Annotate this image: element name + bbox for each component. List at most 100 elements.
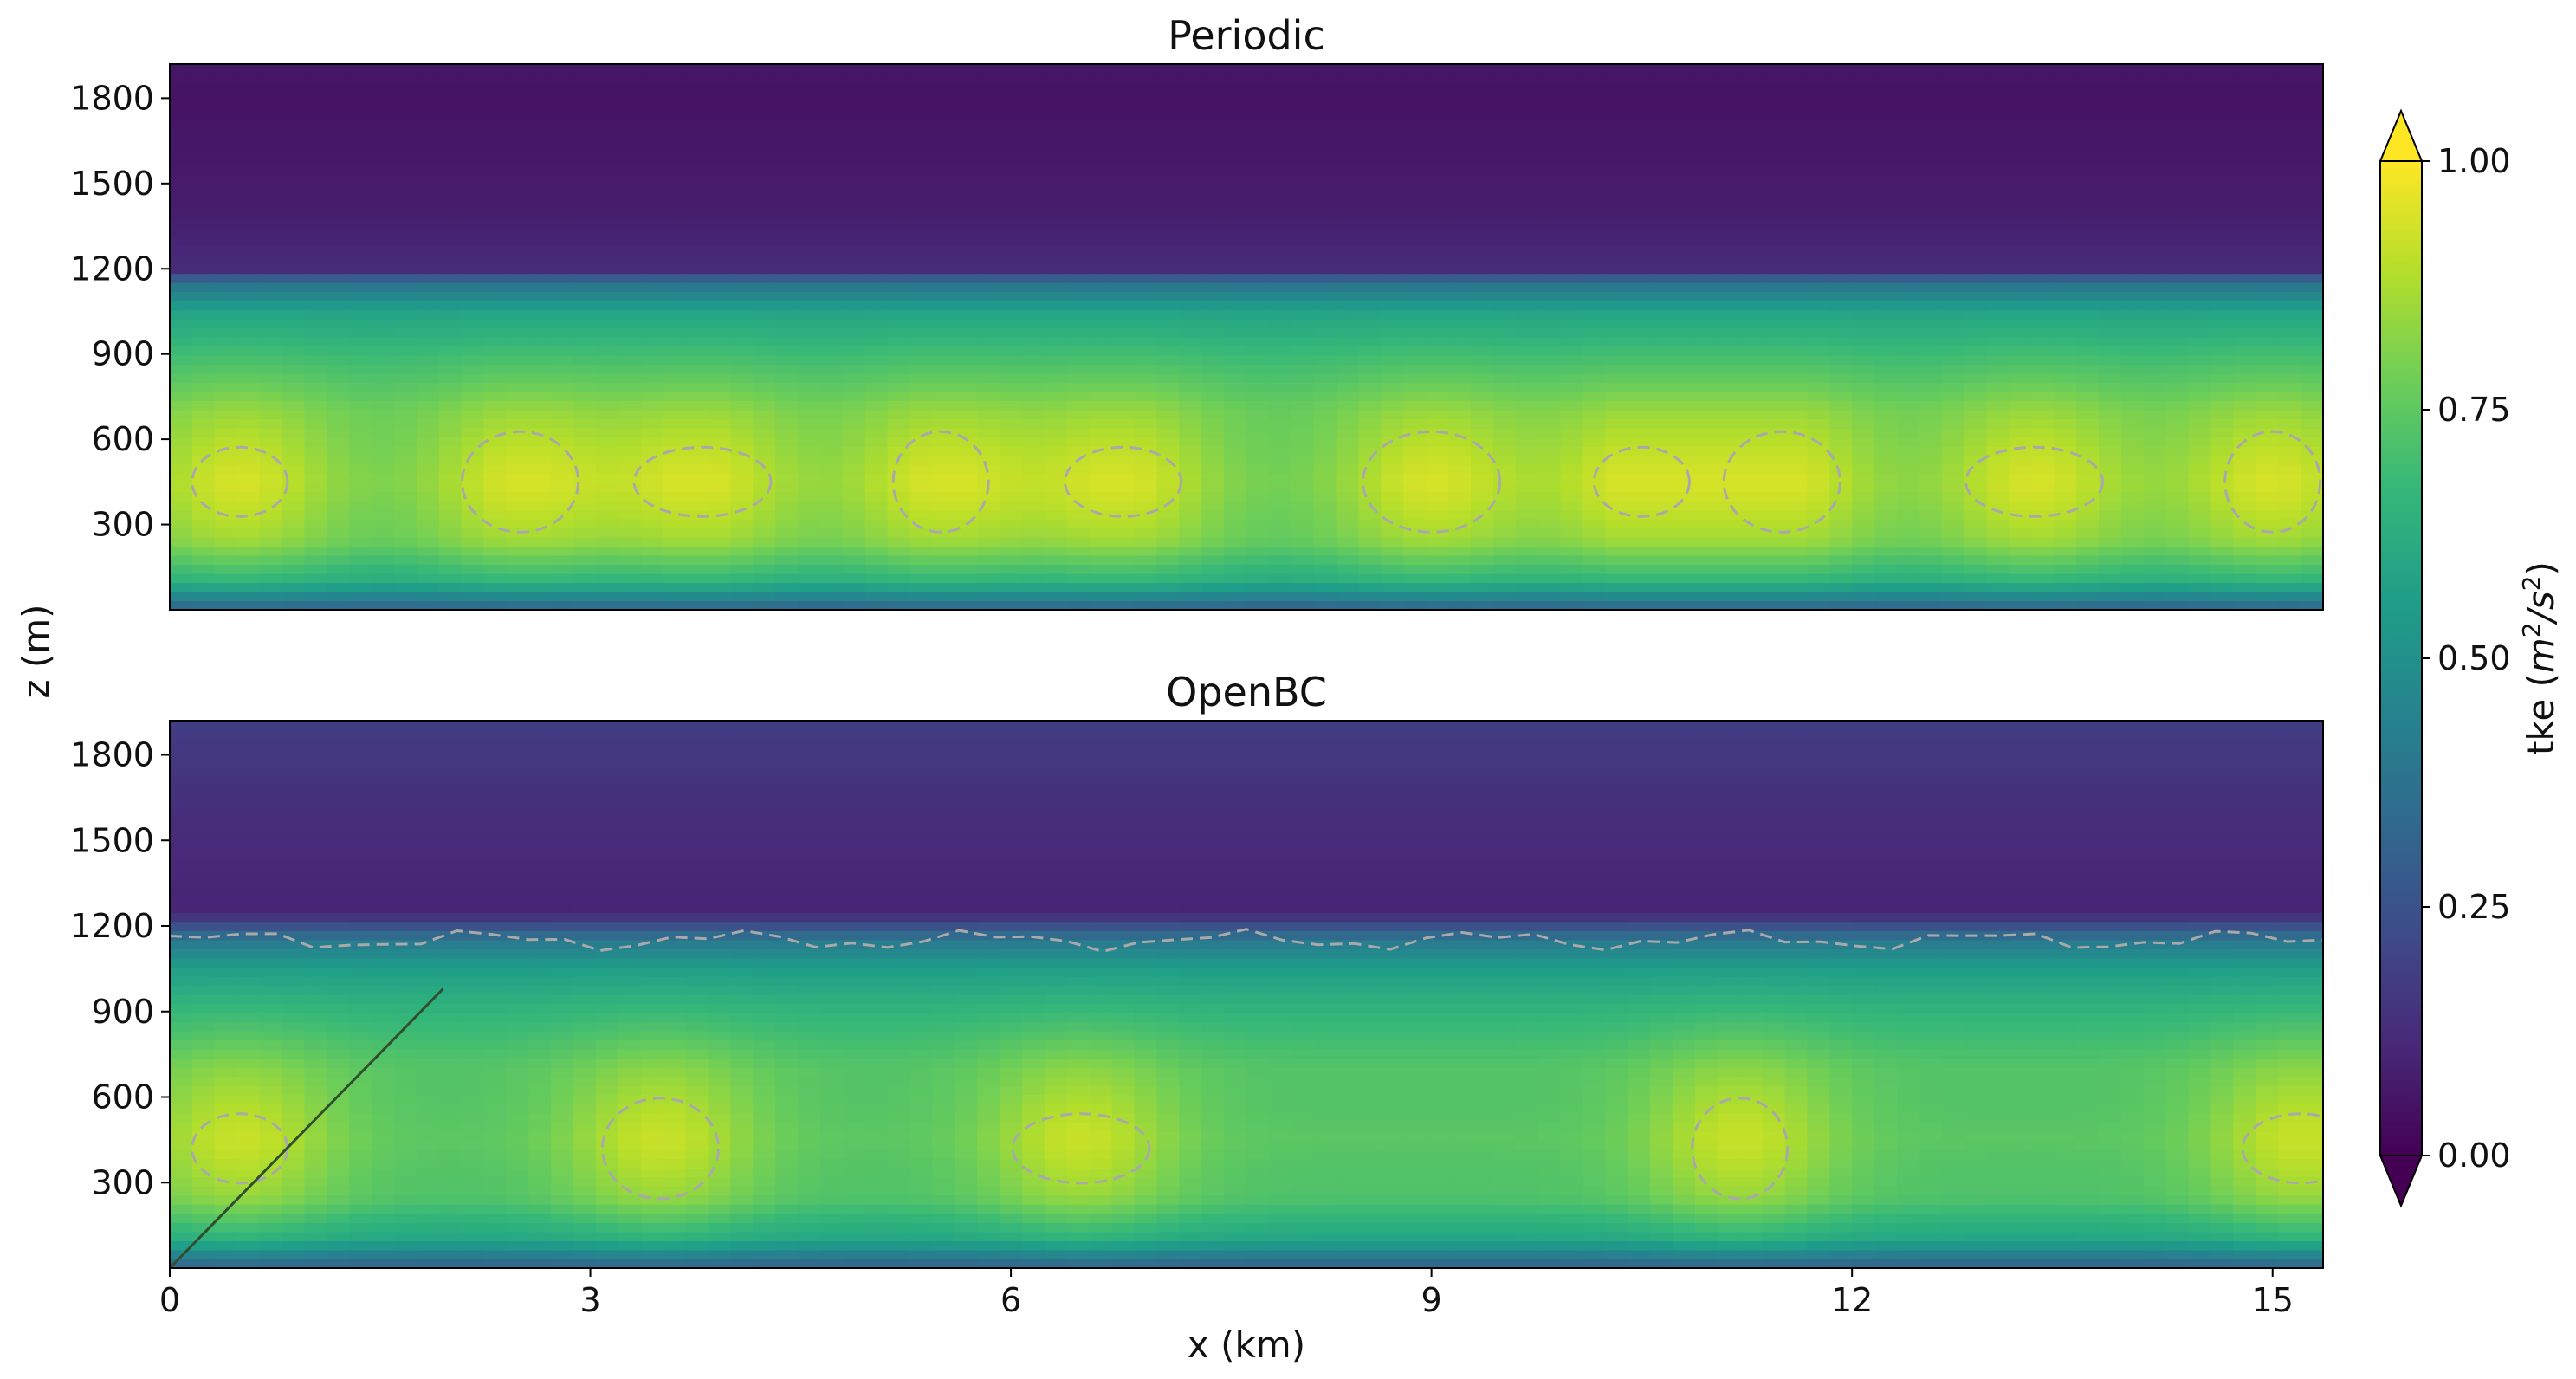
tke-cell [1560,91,1583,101]
tke-cell [1897,164,1920,174]
tke-cell [1179,428,1202,438]
tke-cell [1426,319,1449,329]
tke-cell [955,228,978,238]
tke-cell [1784,437,1808,447]
tke-cell [1673,482,1696,493]
tke-cell [1874,173,1898,184]
tke-cell [1381,119,1404,129]
tke-cell [2009,600,2032,610]
tke-cell [349,309,372,320]
tke-cell [506,218,529,229]
tke-cell [170,164,193,174]
tke-cell [1492,537,1517,547]
tke-cell [1179,291,1202,301]
tke-cell [1089,373,1113,384]
tke-cell [1066,491,1091,502]
tke-cell [640,410,664,420]
tke-cell [282,519,305,529]
tke-cell [640,482,664,493]
tke-cell [461,291,485,301]
tke-cell [1739,428,1764,438]
tke-cell [506,573,529,584]
tke-cell [708,501,731,511]
tke-cell [820,418,844,429]
tke-cell [1022,564,1045,574]
tke-cell [349,382,372,392]
tke-cell [1358,392,1382,402]
tke-cell [1336,164,1360,174]
tke-cell [438,482,463,493]
tke-cell [977,600,1000,610]
tke-cell [1246,410,1270,420]
tke-cell [1628,446,1651,456]
tke-cell [170,218,193,229]
tke-cell [730,137,754,147]
tke-cell [1515,236,1539,247]
tke-cell [1381,309,1404,320]
tke-cell [304,501,327,511]
tke-cell [618,309,642,320]
tke-cell [214,537,238,547]
tke-cell [506,91,529,101]
tke-cell [753,200,776,210]
tke-cell [1739,400,1764,411]
tke-cell [977,528,1000,538]
tke-cell [1313,400,1337,411]
tke-cell [1066,137,1091,147]
tke-cell [708,64,731,74]
tke-cell [438,182,463,192]
tke-cell [214,464,238,475]
tke-cell [170,309,193,320]
tke-cell [1426,455,1449,465]
tke-cell [1000,600,1023,610]
tke-cell [1964,109,1988,120]
tke-cell [1762,428,1786,438]
tke-cell [1807,246,1830,256]
tke-cell [798,173,821,184]
tke-cell [483,537,507,547]
tke-cell [170,400,193,411]
tke-cell [1000,273,1023,283]
tke-cell [887,446,911,456]
tke-cell [820,119,844,129]
tke-cell [1492,455,1517,465]
tke-cell [1986,210,2010,220]
tke-cell [1403,555,1427,566]
tke-cell [1246,392,1270,402]
tke-cell [864,437,889,447]
tke-cell [1044,210,1068,220]
tke-cell [1807,509,1830,520]
tke-cell [259,228,283,238]
tke-cell [1313,255,1337,265]
tke-cell [955,555,978,566]
tke-cell [685,482,709,493]
tke-cell [214,455,238,465]
tke-cell [864,592,889,602]
tke-cell [214,410,238,420]
tke-cell [528,346,552,356]
tke-cell [1089,246,1113,256]
tke-cell [1694,382,1718,392]
tke-cell [304,173,327,184]
tke-cell [1582,273,1606,283]
tke-cell [394,473,417,483]
tke-cell [236,473,261,483]
tke-cell [1986,382,2010,392]
tke-cell [1246,146,1270,156]
tke-cell [977,200,1000,210]
tke-cell [820,301,844,311]
tke-cell [864,327,889,338]
tke-cell [1852,364,1875,374]
tke-cell [1673,173,1696,184]
tke-cell [1628,555,1651,566]
tke-cell [1492,327,1517,338]
tke-cell [708,255,731,265]
tke-cell [2031,546,2055,556]
tke-cell [349,64,372,74]
tke-cell [1874,528,1898,538]
tke-cell [394,573,417,584]
tke-cell [820,437,844,447]
tke-cell [483,327,507,338]
tke-cell [1381,564,1404,574]
tke-cell [1179,210,1202,220]
